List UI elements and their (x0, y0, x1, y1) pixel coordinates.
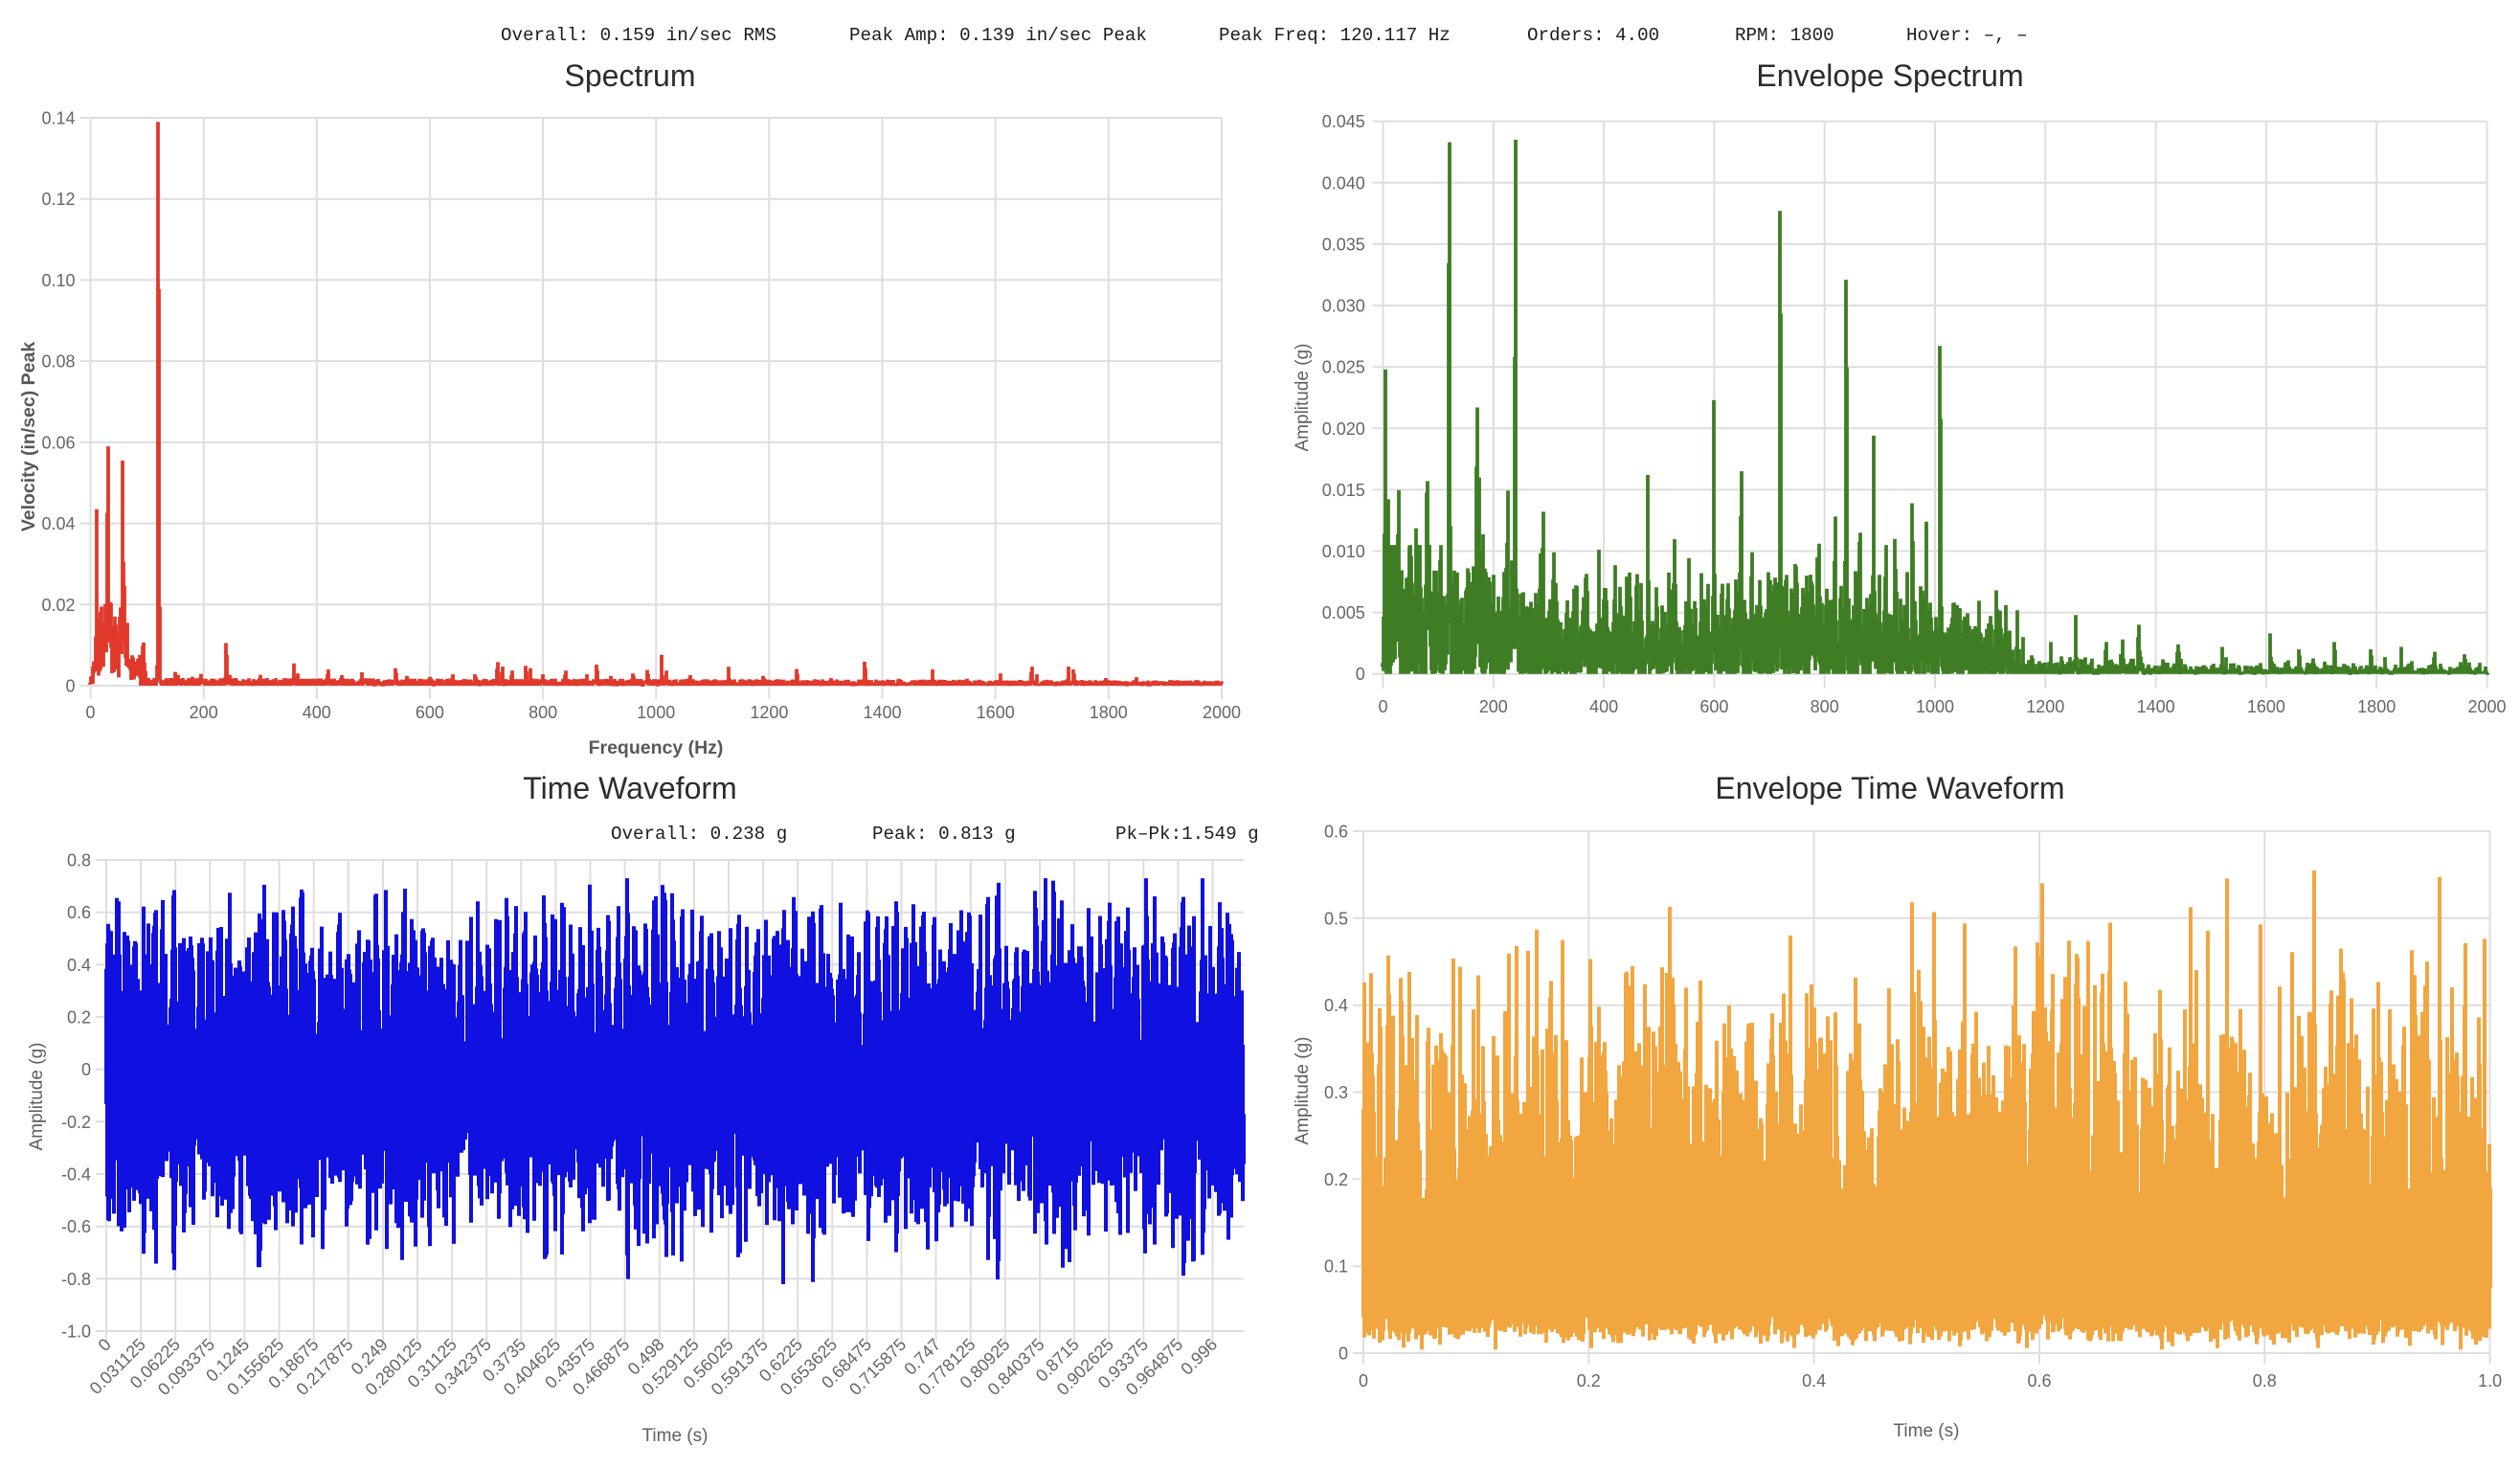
svg-text:0.10: 0.10 (41, 271, 75, 290)
svg-text:-0.6: -0.6 (61, 1217, 91, 1236)
svg-text:1000: 1000 (1916, 697, 1954, 716)
svg-text:0.6: 0.6 (67, 903, 91, 922)
svg-text:600: 600 (416, 703, 444, 722)
svg-text:-0.2: -0.2 (61, 1113, 91, 1132)
svg-text:400: 400 (1589, 697, 1618, 716)
svg-text:0.4: 0.4 (67, 956, 91, 975)
svg-text:1000: 1000 (637, 703, 675, 722)
svg-text:400: 400 (303, 703, 331, 722)
svg-text:1200: 1200 (750, 703, 788, 722)
svg-text:Peak Amp: 0.139 in/sec Peak: Peak Amp: 0.139 in/sec Peak (849, 25, 1147, 46)
svg-text:0: 0 (81, 1060, 91, 1079)
svg-text:0.3: 0.3 (1324, 1083, 1348, 1102)
svg-text:Velocity (in/sec) Peak: Velocity (in/sec) Peak (18, 342, 39, 532)
svg-text:0.2: 0.2 (67, 1008, 91, 1028)
svg-text:0.005: 0.005 (1322, 603, 1365, 622)
svg-text:0.06: 0.06 (41, 433, 75, 452)
svg-text:Frequency (Hz): Frequency (Hz) (589, 737, 724, 758)
svg-text:-0.4: -0.4 (61, 1165, 91, 1185)
svg-text:0: 0 (85, 703, 95, 722)
svg-text:0.040: 0.040 (1322, 173, 1365, 192)
svg-text:0.2: 0.2 (1577, 1371, 1601, 1390)
svg-text:1800: 1800 (1090, 703, 1128, 722)
svg-text:0.2: 0.2 (1324, 1170, 1348, 1189)
svg-text:0.010: 0.010 (1322, 542, 1365, 561)
svg-text:0: 0 (65, 677, 75, 696)
svg-text:0: 0 (1378, 697, 1387, 716)
svg-text:2000: 2000 (2467, 697, 2506, 716)
svg-text:1.0: 1.0 (2478, 1371, 2502, 1390)
svg-text:Orders: 4.00: Orders: 4.00 (1527, 25, 1659, 46)
svg-text:0: 0 (1359, 1371, 1368, 1390)
svg-text:-1.0: -1.0 (61, 1322, 91, 1342)
svg-text:Peak Freq: 120.117 Hz: Peak Freq: 120.117 Hz (1219, 25, 1451, 46)
svg-text:0.04: 0.04 (41, 514, 75, 533)
svg-text:0.035: 0.035 (1322, 235, 1365, 254)
svg-text:Overall: 0.159 in/sec RMS: Overall: 0.159 in/sec RMS (501, 25, 776, 46)
svg-text:0.025: 0.025 (1322, 358, 1365, 377)
svg-text:1600: 1600 (2247, 697, 2285, 716)
svg-text:Peak: 0.813 g: Peak: 0.813 g (872, 824, 1016, 845)
svg-text:Time Waveform: Time Waveform (523, 771, 736, 805)
svg-text:1400: 1400 (2137, 697, 2175, 716)
svg-text:0: 0 (1339, 1345, 1348, 1364)
svg-text:0.02: 0.02 (41, 596, 75, 615)
svg-text:800: 800 (529, 703, 557, 722)
svg-text:0.6: 0.6 (2027, 1371, 2051, 1390)
svg-text:0.4: 0.4 (1324, 996, 1348, 1015)
svg-text:Spectrum: Spectrum (565, 58, 696, 93)
svg-text:Overall: 0.238 g: Overall: 0.238 g (611, 824, 787, 845)
svg-text:0.5: 0.5 (1324, 909, 1348, 928)
svg-text:1600: 1600 (977, 703, 1015, 722)
svg-text:1200: 1200 (2026, 697, 2064, 716)
svg-text:0.8: 0.8 (2253, 1371, 2277, 1390)
svg-text:-0.8: -0.8 (61, 1270, 91, 1289)
svg-text:800: 800 (1811, 697, 1839, 716)
svg-text:0.14: 0.14 (41, 109, 75, 128)
svg-text:0.12: 0.12 (41, 190, 75, 209)
svg-text:200: 200 (1479, 697, 1508, 716)
svg-text:0.020: 0.020 (1322, 419, 1365, 439)
svg-text:RPM: 1800: RPM: 1800 (1735, 25, 1834, 46)
svg-text:200: 200 (190, 703, 218, 722)
svg-text:0.8: 0.8 (67, 851, 91, 870)
svg-text:0.6: 0.6 (1324, 823, 1348, 842)
svg-text:Time (s): Time (s) (1894, 1421, 1960, 1441)
svg-text:Amplitude (g): Amplitude (g) (1293, 344, 1313, 452)
svg-text:0.1: 0.1 (1324, 1257, 1348, 1277)
svg-text:Envelope Spectrum: Envelope Spectrum (1756, 58, 2023, 93)
svg-text:0.045: 0.045 (1322, 112, 1365, 131)
svg-text:Amplitude (g): Amplitude (g) (27, 1043, 47, 1151)
svg-text:0.015: 0.015 (1322, 481, 1365, 500)
svg-text:0.08: 0.08 (41, 352, 75, 372)
svg-text:600: 600 (1699, 697, 1728, 716)
svg-text:Time (s): Time (s) (642, 1426, 709, 1446)
svg-text:Envelope Time Waveform: Envelope Time Waveform (1715, 771, 2064, 805)
svg-text:1800: 1800 (2357, 697, 2396, 716)
svg-text:Hover: –, –: Hover: –, – (1906, 25, 2028, 46)
svg-text:0: 0 (1356, 665, 1365, 684)
svg-text:Pk–Pk:1.549 g: Pk–Pk:1.549 g (1115, 824, 1259, 845)
svg-text:0.4: 0.4 (1802, 1371, 1826, 1390)
svg-text:Amplitude (g): Amplitude (g) (1293, 1037, 1313, 1145)
svg-text:0.030: 0.030 (1322, 297, 1365, 316)
svg-text:1400: 1400 (863, 703, 901, 722)
svg-text:2000: 2000 (1203, 703, 1241, 722)
